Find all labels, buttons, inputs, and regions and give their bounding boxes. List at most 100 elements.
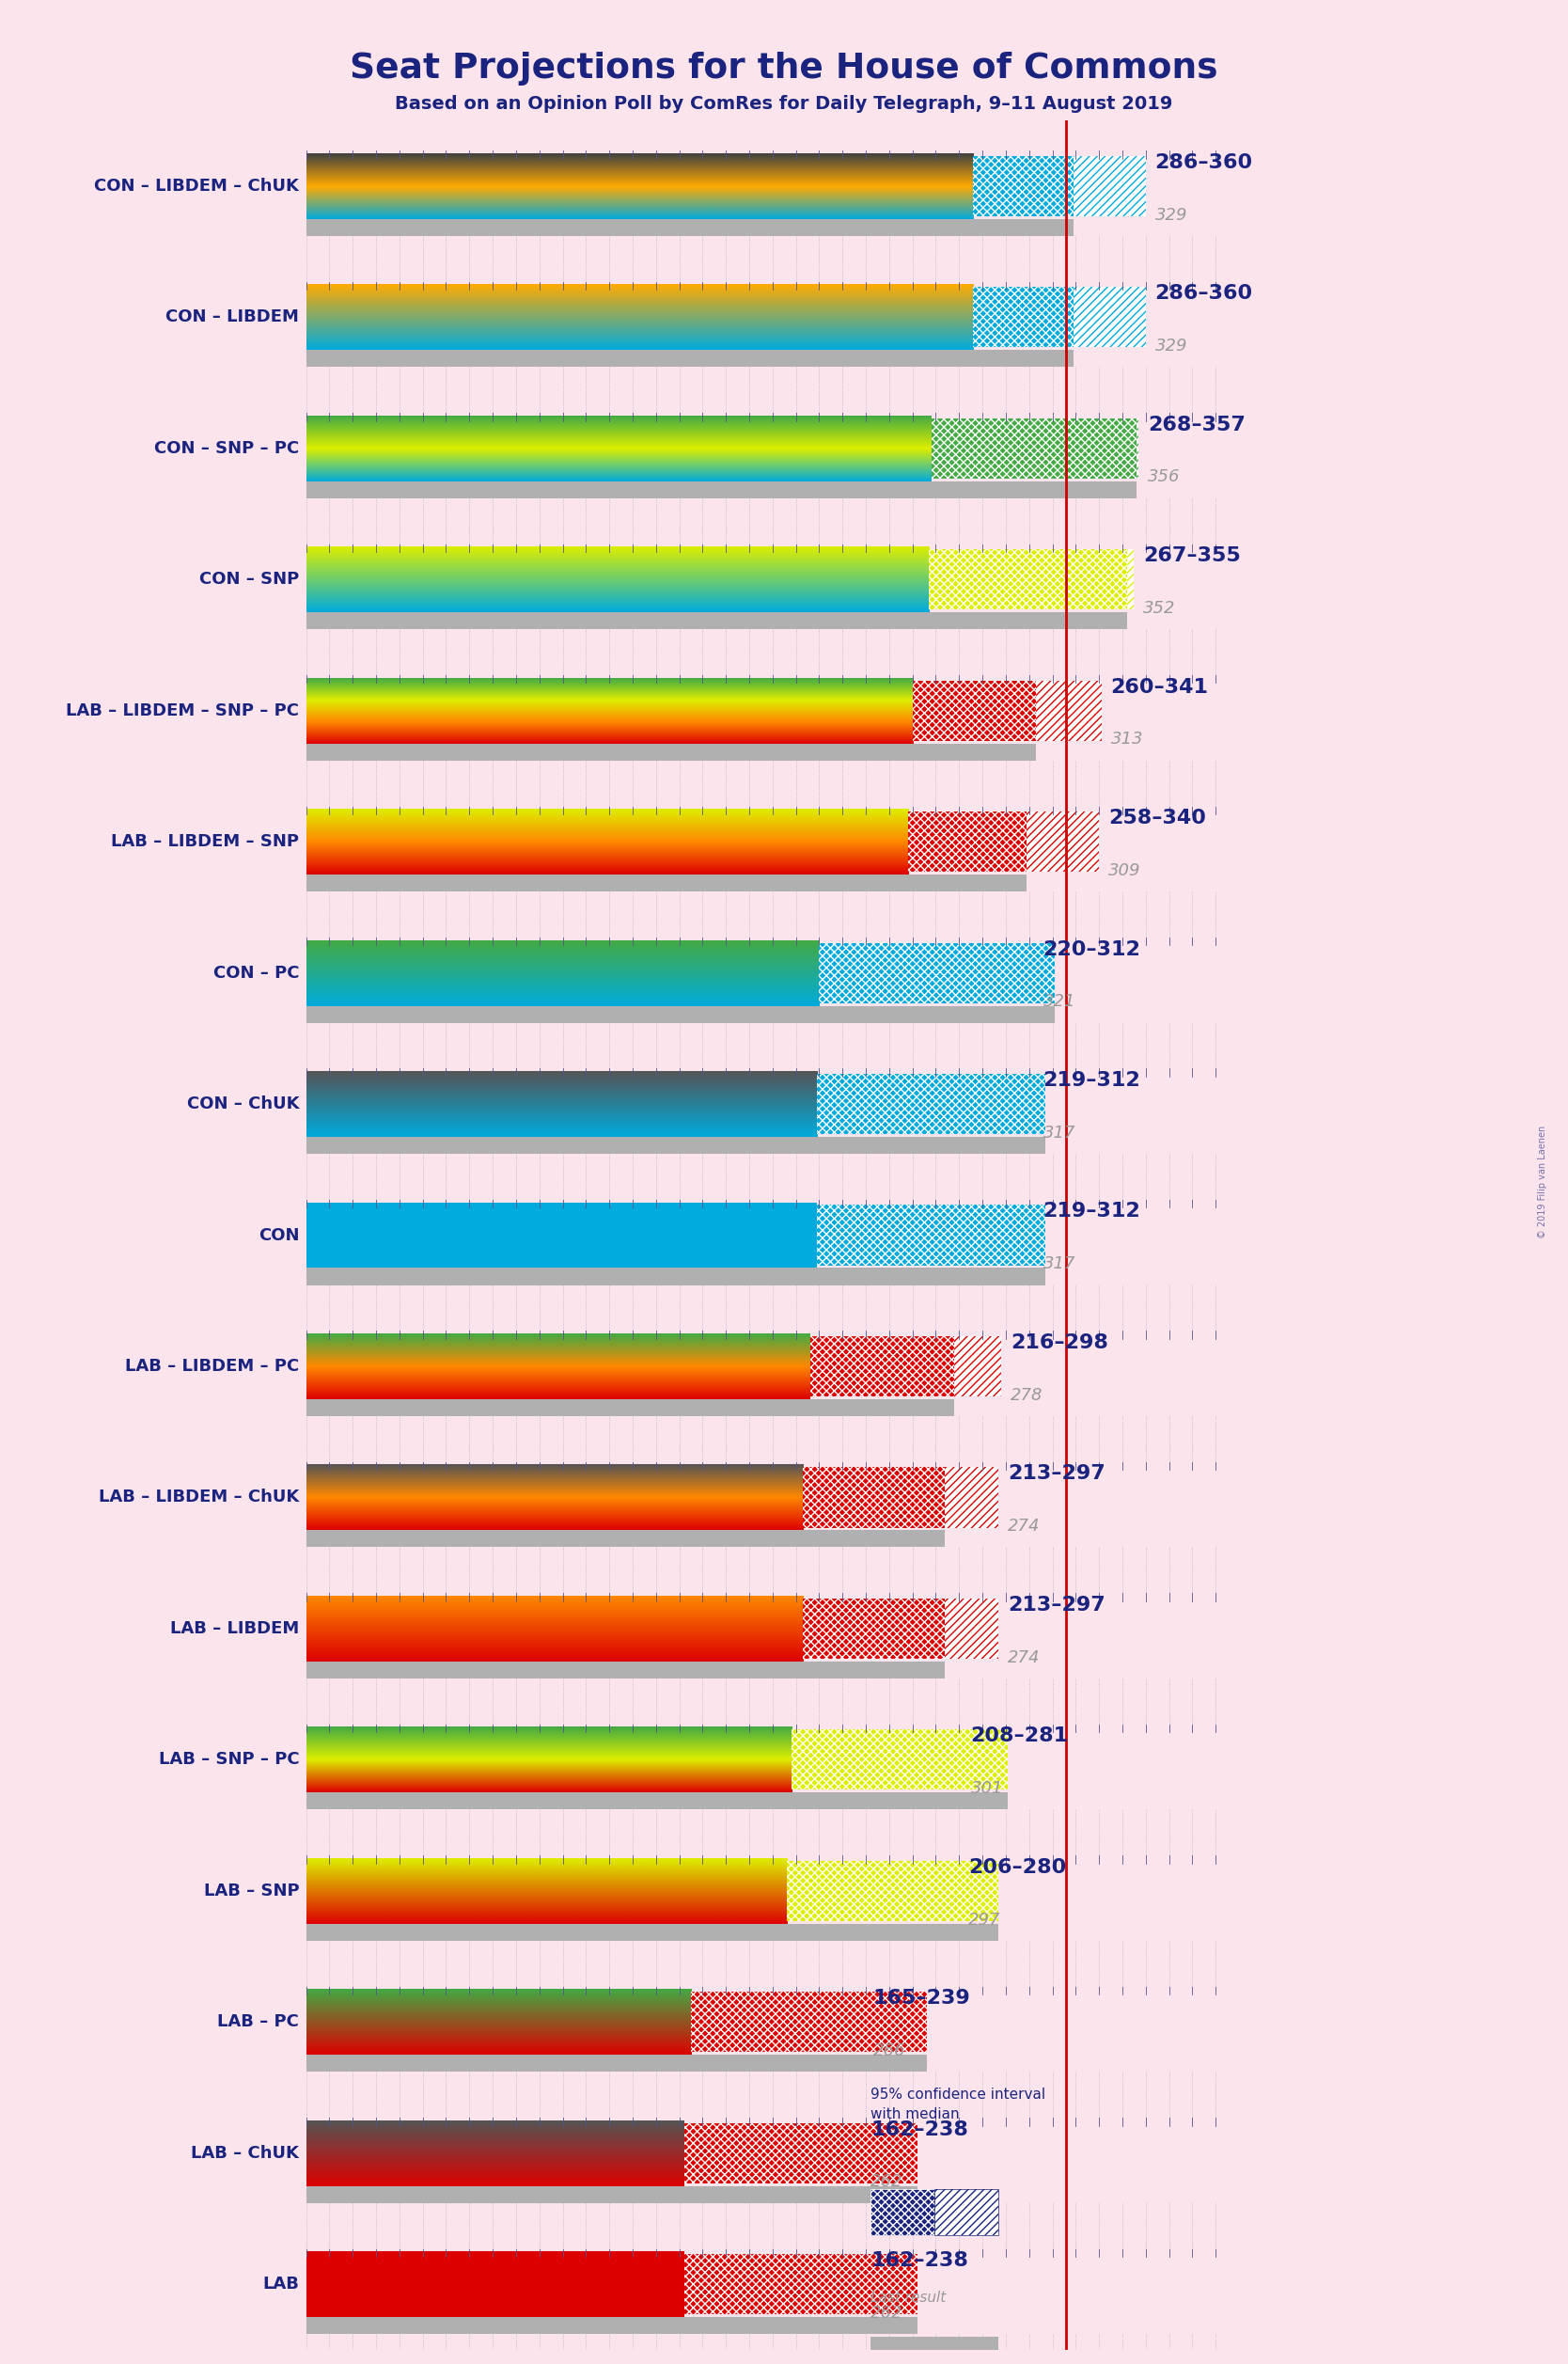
Bar	[684, 2123, 917, 2184]
Text: 220–312: 220–312	[1043, 941, 1142, 960]
Bar	[913, 681, 1036, 740]
Bar	[792, 1730, 1008, 1790]
Bar	[787, 1860, 999, 1922]
Text: 262: 262	[870, 2173, 903, 2191]
Bar	[792, 1730, 1008, 1790]
Bar	[974, 156, 1074, 215]
Text: 309: 309	[1109, 863, 1142, 879]
Bar	[306, 1530, 946, 1548]
Text: 258–340: 258–340	[1109, 808, 1206, 827]
Text: LAB – LIBDEM – ChUK: LAB – LIBDEM – ChUK	[99, 1489, 299, 1506]
Text: CON – LIBDEM: CON – LIBDEM	[166, 310, 299, 326]
Text: CON – ChUK: CON – ChUK	[187, 1095, 299, 1113]
Text: 329: 329	[1156, 338, 1187, 355]
Bar	[691, 1993, 927, 2052]
Text: LAB – SNP – PC: LAB – SNP – PC	[158, 1752, 299, 1768]
Text: 208–281: 208–281	[971, 1726, 1069, 1745]
Text: © 2019 Filip van Laenen: © 2019 Filip van Laenen	[1538, 1125, 1548, 1239]
Bar	[809, 1336, 955, 1397]
Bar	[818, 943, 1055, 1002]
Bar	[870, 2189, 935, 2234]
Text: LAB – LIBDEM – SNP: LAB – LIBDEM – SNP	[111, 832, 299, 851]
Text: 268–357: 268–357	[1148, 416, 1245, 435]
Bar	[306, 1792, 1008, 1808]
Bar	[946, 1468, 999, 1527]
Text: 286–360: 286–360	[1156, 154, 1253, 173]
Bar	[1027, 811, 1099, 872]
Bar	[306, 2251, 684, 2317]
Bar	[817, 1206, 1046, 1265]
Bar	[306, 1203, 817, 1267]
Text: 213–297: 213–297	[1008, 1596, 1105, 1615]
Bar	[955, 1336, 1000, 1397]
Bar	[946, 1468, 999, 1527]
Text: CON – SNP – PC: CON – SNP – PC	[154, 440, 299, 456]
Bar	[974, 286, 1074, 348]
Text: 262: 262	[870, 2305, 903, 2321]
Bar	[803, 1598, 946, 1660]
Bar	[306, 1399, 955, 1416]
Bar	[803, 1468, 946, 1527]
Bar	[803, 1598, 946, 1660]
Bar	[306, 350, 1074, 366]
Bar	[306, 2054, 927, 2071]
Text: 329: 329	[1156, 206, 1187, 222]
Text: 278: 278	[1010, 1388, 1043, 1404]
Text: 206–280: 206–280	[969, 1858, 1066, 1877]
Bar	[306, 220, 1074, 236]
Bar	[935, 2189, 999, 2234]
Text: 297: 297	[969, 1910, 1000, 1929]
Text: 313: 313	[1110, 730, 1143, 747]
Bar	[931, 418, 1137, 478]
Text: 219–312: 219–312	[1043, 1071, 1140, 1090]
Text: 321: 321	[1043, 993, 1076, 1009]
Bar	[803, 1468, 946, 1527]
Bar	[787, 1860, 999, 1922]
Bar	[870, 2336, 999, 2359]
Text: LAB – PC: LAB – PC	[218, 2014, 299, 2031]
Bar	[1027, 811, 1099, 872]
Bar	[691, 1993, 927, 2052]
Text: 356: 356	[1148, 468, 1181, 485]
Text: LAB – LIBDEM – SNP – PC: LAB – LIBDEM – SNP – PC	[66, 702, 299, 719]
Bar	[928, 548, 1127, 610]
Text: 165–239: 165–239	[873, 1988, 971, 2007]
Text: 274: 274	[1008, 1518, 1041, 1534]
Text: CON: CON	[259, 1227, 299, 1243]
Bar	[1036, 681, 1101, 740]
Text: 216–298: 216–298	[1010, 1333, 1109, 1352]
Bar	[974, 286, 1074, 348]
Text: 266: 266	[873, 2042, 905, 2059]
Bar	[974, 156, 1074, 215]
Bar	[931, 418, 1137, 478]
Bar	[1074, 156, 1146, 215]
Text: Based on an Opinion Poll by ComRes for Daily Telegraph, 9–11 August 2019: Based on an Opinion Poll by ComRes for D…	[395, 95, 1173, 113]
Bar	[818, 943, 1055, 1002]
Text: 301: 301	[971, 1780, 1004, 1797]
Bar	[306, 1005, 1055, 1024]
Bar	[928, 548, 1127, 610]
Bar	[817, 1073, 1046, 1135]
Text: 219–312: 219–312	[1043, 1203, 1140, 1220]
Bar	[306, 1662, 946, 1678]
Bar	[1127, 548, 1134, 610]
Text: 317: 317	[1043, 1255, 1076, 1272]
Bar	[306, 2317, 917, 2333]
Text: LAB: LAB	[262, 2277, 299, 2293]
Text: CON – LIBDEM – ChUK: CON – LIBDEM – ChUK	[94, 177, 299, 194]
Text: LAB – ChUK: LAB – ChUK	[191, 2144, 299, 2161]
Bar	[946, 1598, 999, 1660]
Text: CON – PC: CON – PC	[213, 965, 299, 981]
Text: 267–355: 267–355	[1143, 546, 1240, 565]
Bar	[1137, 418, 1138, 478]
Bar	[306, 1924, 999, 1941]
Bar	[913, 681, 1036, 740]
Text: 95% confidence interval
with median: 95% confidence interval with median	[870, 2087, 1046, 2121]
Bar	[946, 1598, 999, 1660]
Bar	[1127, 548, 1134, 610]
Bar	[817, 1073, 1046, 1135]
Text: 213–297: 213–297	[1008, 1463, 1105, 1482]
Text: 162–238: 162–238	[870, 2251, 967, 2269]
Text: 260–341: 260–341	[1110, 678, 1209, 697]
Bar	[306, 482, 1137, 499]
